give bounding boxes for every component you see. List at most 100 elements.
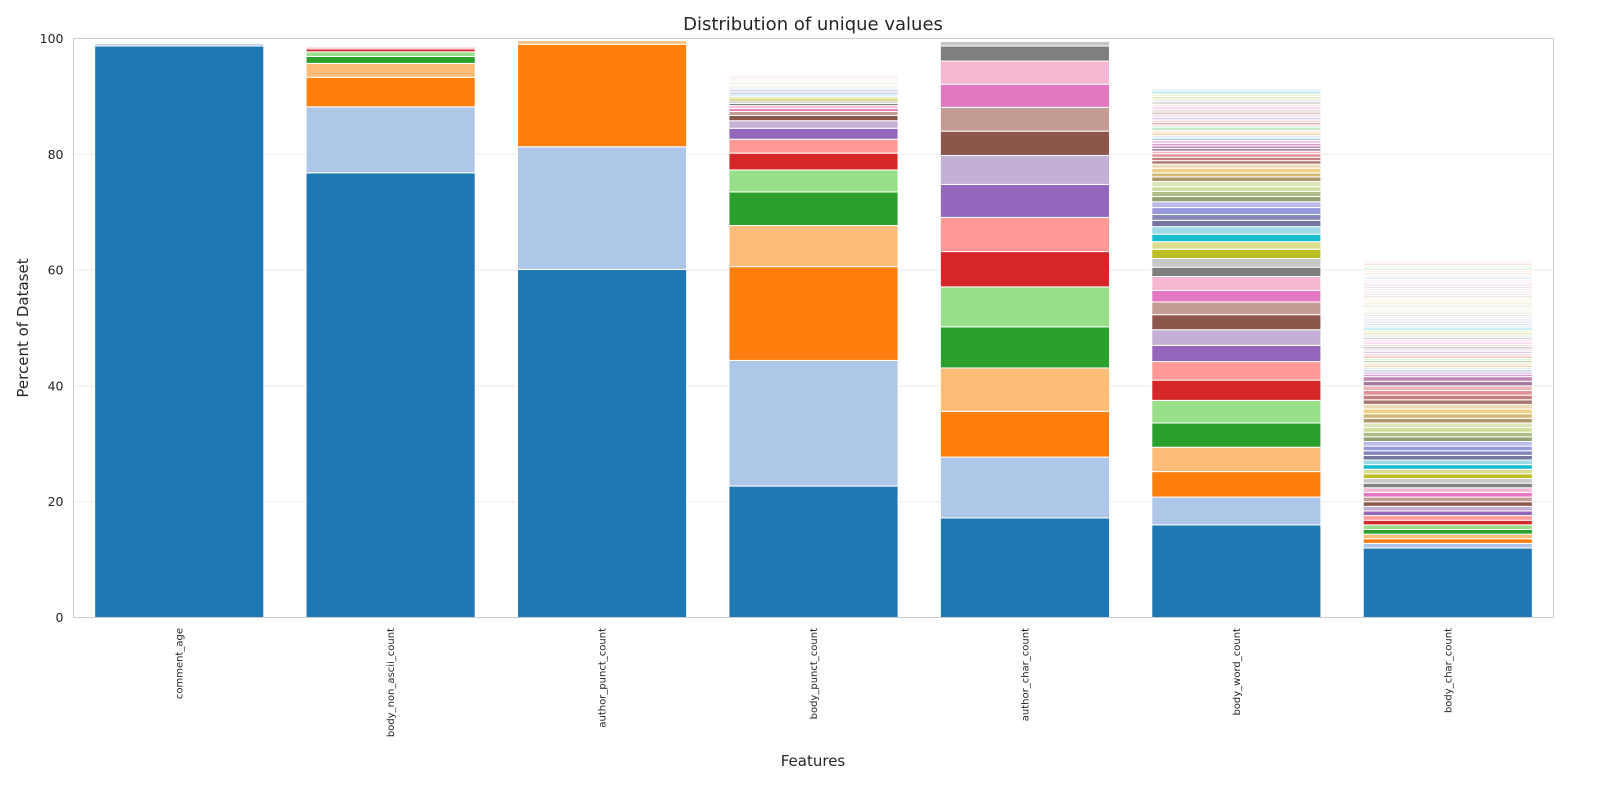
- bar-segment: [517, 146, 688, 271]
- bar-segment: [939, 106, 1110, 132]
- bar-stack-body_word_count: [1151, 88, 1322, 618]
- bar-segment: [728, 70, 899, 73]
- bar-segment: [1362, 547, 1533, 619]
- bar-segment: [728, 225, 899, 268]
- bar-segment: [1362, 376, 1533, 382]
- bar-segment: [939, 45, 1110, 62]
- bar-segment: [1362, 403, 1533, 410]
- bar-segment: [939, 60, 1110, 85]
- bar-segment: [1362, 450, 1533, 456]
- bar-segment: [728, 115, 899, 122]
- bar-segment: [1151, 167, 1322, 174]
- x-tick-label: body_non_ascii_count: [386, 628, 397, 737]
- x-tick-label: body_word_count: [1232, 628, 1243, 716]
- axes-frame: [73, 38, 1554, 618]
- bar-segment: [94, 45, 265, 619]
- bar-segment: [728, 169, 899, 193]
- bar-stack-author_char_count: [939, 40, 1110, 618]
- y-tick-label: 60: [48, 263, 64, 278]
- bar-segment: [1362, 422, 1533, 429]
- bar-segment: [1151, 361, 1322, 381]
- x-tick-label: author_char_count: [1020, 628, 1031, 721]
- bar-segment: [1151, 241, 1322, 250]
- bar-segment: [1362, 473, 1533, 480]
- bar-segment: [728, 152, 899, 171]
- x-tick-labels: comment_age body_non_ascii_count author_pu…: [175, 628, 1455, 737]
- bar-segment: [305, 172, 476, 618]
- bar-segment: [1151, 226, 1322, 235]
- bar-segment: [728, 138, 899, 154]
- bar-segment: [1151, 156, 1322, 162]
- bar-segment: [1362, 533, 1533, 540]
- bar-segment: [1362, 427, 1533, 433]
- bar-segment: [1151, 153, 1322, 158]
- x-tick-label: body_char_count: [1443, 628, 1454, 713]
- bar-segment: [1362, 542, 1533, 549]
- bar-segment: [1151, 344, 1322, 363]
- bar-segment: [1362, 478, 1533, 484]
- bar-stack-body_punct_count: [728, 70, 899, 618]
- bar-segment: [1362, 260, 1533, 264]
- bar-segment: [517, 43, 688, 148]
- bar-segment: [1362, 399, 1533, 405]
- bar-segment: [1151, 258, 1322, 268]
- bar-segment: [1362, 501, 1533, 507]
- bar-segment: [939, 40, 1110, 47]
- bar-segment: [305, 46, 476, 50]
- y-axis-label: Percent of Dataset: [14, 258, 32, 397]
- x-tick-label: author_punct_count: [598, 628, 609, 728]
- bar-segment: [517, 40, 688, 45]
- bar-segment: [94, 43, 265, 47]
- x-axis-label: Features: [781, 752, 846, 770]
- bar-segment: [1362, 528, 1533, 535]
- bar-stack-body_char_count: [1362, 260, 1533, 619]
- bar-segment: [305, 55, 476, 64]
- bar-segment: [939, 286, 1110, 328]
- bar-segment: [1151, 275, 1322, 291]
- bar-segment: [939, 251, 1110, 288]
- bar-segment: [305, 106, 476, 174]
- bar-segment: [1362, 464, 1533, 470]
- bar-segment: [517, 269, 688, 618]
- bar-segment: [1151, 233, 1322, 243]
- bar-segment: [1151, 289, 1322, 303]
- bar-segment: [1362, 505, 1533, 512]
- chart-title: Distribution of unique values: [683, 14, 943, 35]
- y-tick-labels: 0 20 40 60 80 100: [40, 31, 64, 625]
- bar-segment: [728, 485, 899, 618]
- bar-segment: [1151, 181, 1322, 188]
- bar-stack-author_punct_count: [517, 40, 688, 618]
- bar-segment: [1151, 186, 1322, 192]
- bar-segment: [728, 191, 899, 227]
- bar-segment: [1151, 329, 1322, 346]
- y-tick-label: 100: [40, 31, 64, 46]
- bar-segment: [939, 367, 1110, 412]
- bar-segment: [939, 410, 1110, 458]
- bar-segment: [1151, 496, 1322, 526]
- bar-segment: [1151, 219, 1322, 228]
- bar-segment: [728, 127, 899, 140]
- bar-segment: [1362, 515, 1533, 521]
- bar-segment: [1362, 491, 1533, 498]
- y-tick-label: 80: [48, 147, 64, 162]
- bar-segment: [1151, 190, 1322, 198]
- bar-segment: [939, 130, 1110, 156]
- bar-segment: [1151, 207, 1322, 216]
- bar-segment: [939, 183, 1110, 218]
- bars: [94, 40, 1533, 619]
- bar-segment: [1362, 510, 1533, 517]
- bar-segment: [1151, 266, 1322, 277]
- bar-segment: [1151, 160, 1322, 165]
- bar-segment: [1362, 390, 1533, 396]
- y-tick-label: 0: [56, 610, 64, 625]
- bar-stack-body_non_ascii_count: [305, 46, 476, 618]
- bar-segment: [1362, 408, 1533, 415]
- bar-segment: [1362, 482, 1533, 489]
- bar-segment: [1362, 436, 1533, 442]
- bar-segment: [939, 154, 1110, 185]
- bar-segment: [939, 216, 1110, 253]
- bar-segment: [1151, 88, 1322, 92]
- bar-segment: [1362, 413, 1533, 419]
- bar-segment: [1362, 454, 1533, 461]
- bar-segment: [1151, 379, 1322, 401]
